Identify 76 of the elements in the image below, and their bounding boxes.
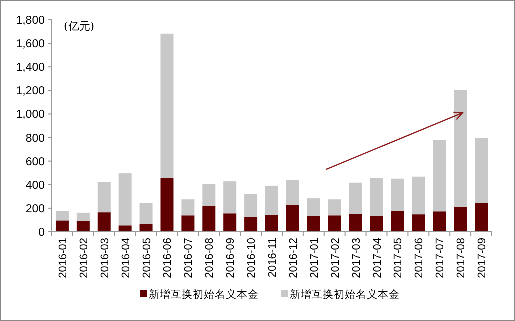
y-tick-label: 1,600 [16, 38, 45, 51]
y-tick-label: 0 [38, 227, 45, 239]
x-tick-label: 2017-05 [392, 238, 405, 278]
x-tick-label: 2017-09 [476, 238, 489, 278]
bar [328, 200, 342, 216]
bar [224, 214, 237, 232]
bar [328, 216, 342, 232]
bar [98, 212, 111, 232]
legend-label: 新增互换初始名义本金 [149, 288, 259, 301]
y-tick-label: 1,200 [16, 86, 45, 98]
bar [349, 182, 362, 214]
x-tick-label: 2017-02 [330, 238, 342, 278]
bar [412, 214, 426, 232]
bar [160, 34, 174, 178]
bar [391, 210, 404, 232]
y-tick-label: 200 [26, 203, 45, 216]
bar [224, 182, 237, 214]
x-tick-label: 2017-06 [414, 238, 426, 278]
bar [307, 198, 320, 216]
bar [140, 224, 153, 232]
x-tick-label: 2016-05 [141, 238, 154, 278]
x-tick-label: 2016-03 [99, 238, 112, 278]
y-tick-label: 400 [26, 180, 45, 192]
bar [182, 200, 195, 216]
x-tick-label: 2017-04 [372, 238, 384, 278]
bar [98, 182, 111, 213]
x-tick-label: 2016-01 [57, 238, 70, 278]
bar [56, 211, 69, 221]
x-tick-label: 2016-08 [204, 238, 216, 278]
x-tick-label: 2017-08 [456, 238, 468, 278]
bar [202, 206, 216, 232]
legend-label: 新增互换初始名义本金 [290, 288, 400, 301]
bar [266, 214, 278, 232]
bar [370, 178, 384, 216]
bar [349, 214, 362, 232]
x-tick-label: 2016-02 [78, 238, 90, 278]
bar [244, 216, 258, 232]
x-tick-label: 2016-11 [267, 238, 279, 278]
bar [433, 140, 446, 212]
bar [433, 212, 446, 232]
y-tick-label: 800 [26, 132, 45, 145]
bar [244, 194, 258, 217]
y-tick-label: 1,000 [16, 109, 45, 122]
bar [370, 216, 384, 232]
bar [76, 220, 90, 232]
y-tick-label: 1,400 [16, 62, 45, 74]
x-tick-label: 2016-06 [162, 238, 174, 278]
x-tick-label: 2017-01 [308, 238, 321, 278]
x-tick-label: 2016-04 [120, 238, 132, 278]
bar [160, 178, 174, 232]
bar [286, 180, 300, 205]
bar [454, 206, 468, 232]
bar [182, 216, 195, 232]
bar [391, 178, 404, 211]
bar [118, 226, 132, 232]
x-tick-label: 2017-03 [350, 238, 363, 278]
bar [454, 90, 468, 207]
bar [118, 174, 132, 226]
bar [202, 184, 216, 206]
bar [475, 203, 488, 232]
y-tick-label: 1,800 [16, 15, 45, 27]
bar [475, 138, 488, 204]
bar [307, 216, 320, 232]
bar [412, 176, 426, 215]
bar [286, 204, 300, 232]
bar [266, 186, 278, 215]
x-tick-label: 2017-07 [434, 238, 447, 278]
bar [56, 220, 69, 232]
x-tick-label: 2016-07 [183, 238, 196, 278]
x-tick-label: 2016-12 [288, 238, 300, 278]
x-tick-label: 2016-09 [225, 238, 238, 278]
x-tick-label: 2016-10 [246, 238, 258, 278]
y-tick-label: 600 [26, 156, 45, 168]
y-axis-title: (亿元) [64, 20, 95, 33]
bar [140, 203, 153, 224]
bar [76, 212, 90, 221]
